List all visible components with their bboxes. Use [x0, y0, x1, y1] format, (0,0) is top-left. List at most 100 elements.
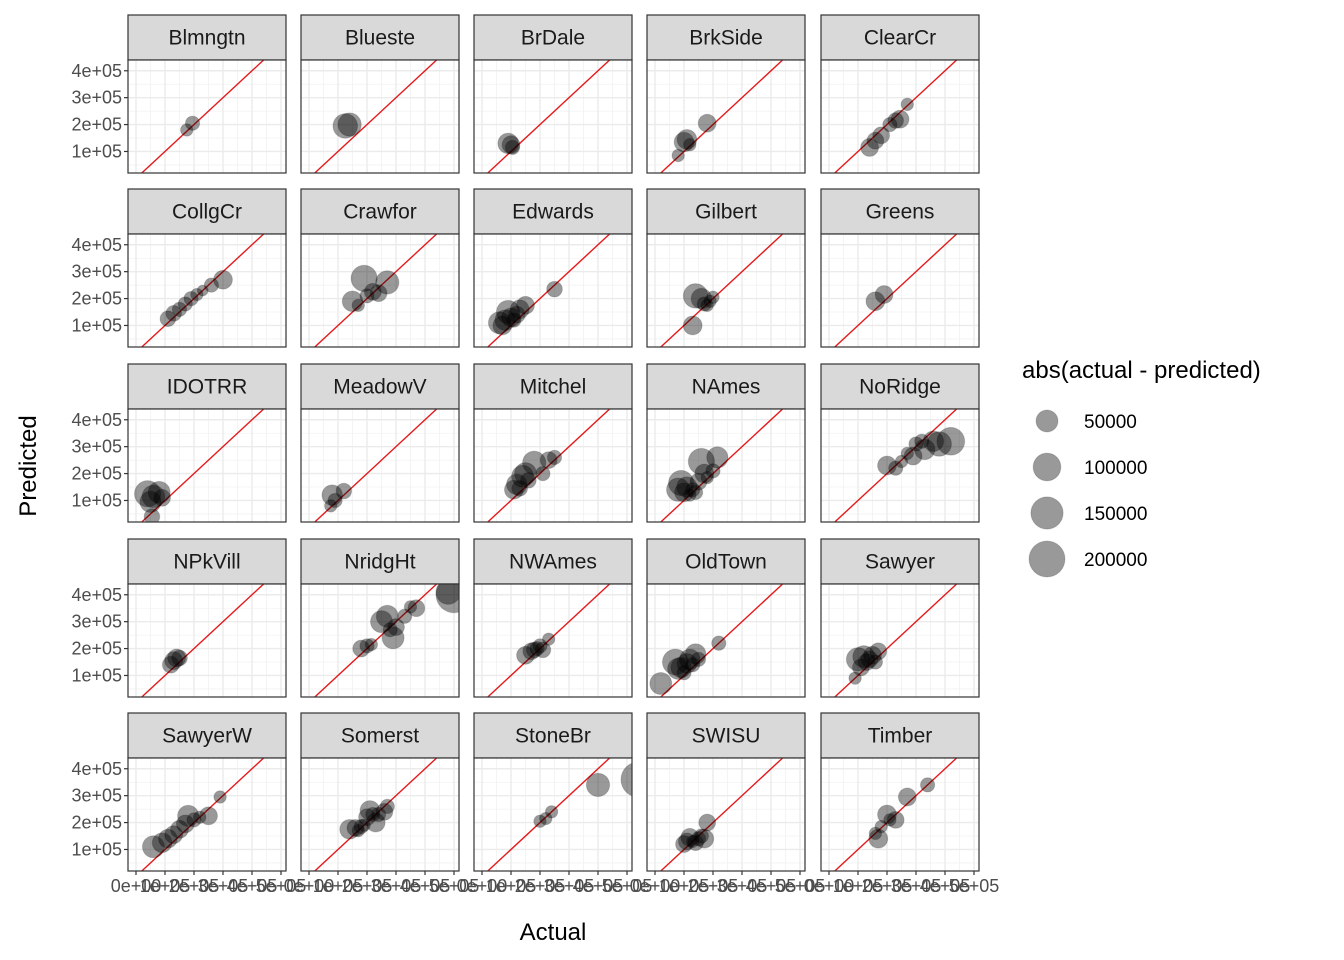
data-point — [711, 635, 727, 651]
facet-strip — [300, 538, 460, 585]
x-tick-label: 3e+05 — [717, 876, 768, 896]
data-point — [196, 284, 209, 297]
panel-background — [128, 758, 286, 871]
panel-border — [127, 583, 287, 698]
reference-line — [833, 409, 958, 522]
facet-panel-oldtown: OldTown — [646, 538, 806, 698]
facet-panel-mitchel: Mitchel — [473, 363, 633, 523]
reference-line — [140, 758, 265, 871]
data-point — [533, 814, 547, 828]
facet-panel-swisu: SWISU — [646, 712, 806, 872]
panel-background — [821, 758, 979, 871]
y-tick-label: 1e+05 — [71, 665, 122, 685]
data-point — [690, 831, 707, 847]
data-point — [860, 137, 880, 157]
data-point — [685, 482, 701, 498]
facet-strip-label: BrkSide — [689, 27, 763, 50]
data-point — [170, 819, 189, 839]
data-point — [532, 638, 548, 654]
data-point — [867, 654, 884, 670]
x-tick-label: 0e+00 — [284, 876, 335, 896]
data-point — [677, 832, 696, 851]
x-axis-title: Actual — [520, 919, 587, 946]
panel-background — [301, 409, 459, 522]
data-point — [147, 480, 171, 504]
data-point — [503, 479, 524, 500]
data-point — [687, 834, 704, 852]
data-point — [682, 315, 703, 336]
data-point — [697, 113, 717, 133]
data-point — [139, 490, 162, 513]
facet-panel-nridght: NridgHt — [300, 538, 460, 698]
data-point — [535, 465, 551, 482]
data-point — [161, 655, 180, 674]
panel-data — [486, 758, 632, 871]
legend-label: 150000 — [1084, 504, 1147, 525]
panel-background — [301, 758, 459, 871]
data-point — [684, 643, 707, 665]
data-point — [852, 645, 876, 669]
data-point — [877, 455, 897, 476]
data-point — [544, 805, 559, 819]
x-tick-label: 1e+05 — [140, 876, 191, 896]
panel-border — [300, 583, 460, 698]
reference-line — [659, 409, 784, 522]
data-point — [375, 802, 394, 821]
x-tick-label: 2e+05 — [169, 876, 220, 896]
data-point — [375, 270, 400, 295]
data-point — [353, 818, 369, 835]
panel-data — [833, 234, 958, 347]
facet-panel-noridge: NoRidge — [820, 363, 980, 523]
panel-background — [128, 60, 286, 173]
panel-data — [833, 60, 958, 173]
facet-panel-blmngtn: Blmngtn — [127, 14, 287, 174]
reference-line — [313, 409, 438, 522]
data-point — [860, 650, 879, 669]
reference-line — [833, 584, 958, 697]
panel-gridlines — [474, 234, 632, 347]
facet-strip-label: StoneBr — [515, 725, 591, 748]
facet-strip — [473, 188, 633, 235]
data-point — [364, 637, 379, 652]
legend-title: abs(actual - predicted) — [1022, 357, 1261, 384]
data-point — [507, 305, 526, 324]
data-point — [143, 508, 161, 522]
data-point — [683, 138, 697, 152]
legend-key-point — [1032, 452, 1062, 482]
facet-panel-nwames: NWAmes — [473, 538, 633, 698]
panel-data — [313, 758, 438, 871]
panel-border — [127, 757, 287, 872]
data-point — [186, 812, 202, 828]
legend-key-background — [1026, 400, 1068, 442]
data-point — [341, 290, 364, 313]
data-point — [359, 638, 375, 654]
panel-gridlines — [474, 758, 632, 871]
x-tick-label: 2e+05 — [688, 876, 739, 896]
data-point — [387, 618, 405, 636]
panel-border — [646, 59, 806, 174]
panel-background — [647, 234, 805, 347]
x-tick-label: 3e+05 — [891, 876, 942, 896]
x-tick-label: 1e+05 — [659, 876, 710, 896]
x-tick-label: 1e+05 — [313, 876, 364, 896]
panel-border — [473, 408, 633, 523]
y-tick-label: 3e+05 — [71, 437, 122, 457]
data-point — [171, 301, 188, 317]
panel-background — [647, 60, 805, 173]
data-point — [407, 599, 426, 618]
data-point — [539, 811, 553, 826]
data-point — [165, 305, 183, 322]
reference-line — [833, 758, 958, 871]
panel-data — [833, 758, 958, 871]
facet-strip — [300, 363, 460, 410]
facet-strip — [646, 538, 806, 585]
panel-gridlines — [647, 584, 805, 697]
facet-panel-sawyer: Sawyer — [820, 538, 980, 698]
data-point — [685, 834, 700, 849]
panel-border — [473, 233, 633, 348]
data-point — [213, 790, 227, 804]
panel-gridlines — [647, 234, 805, 347]
data-point — [506, 473, 528, 496]
data-point — [516, 295, 535, 315]
